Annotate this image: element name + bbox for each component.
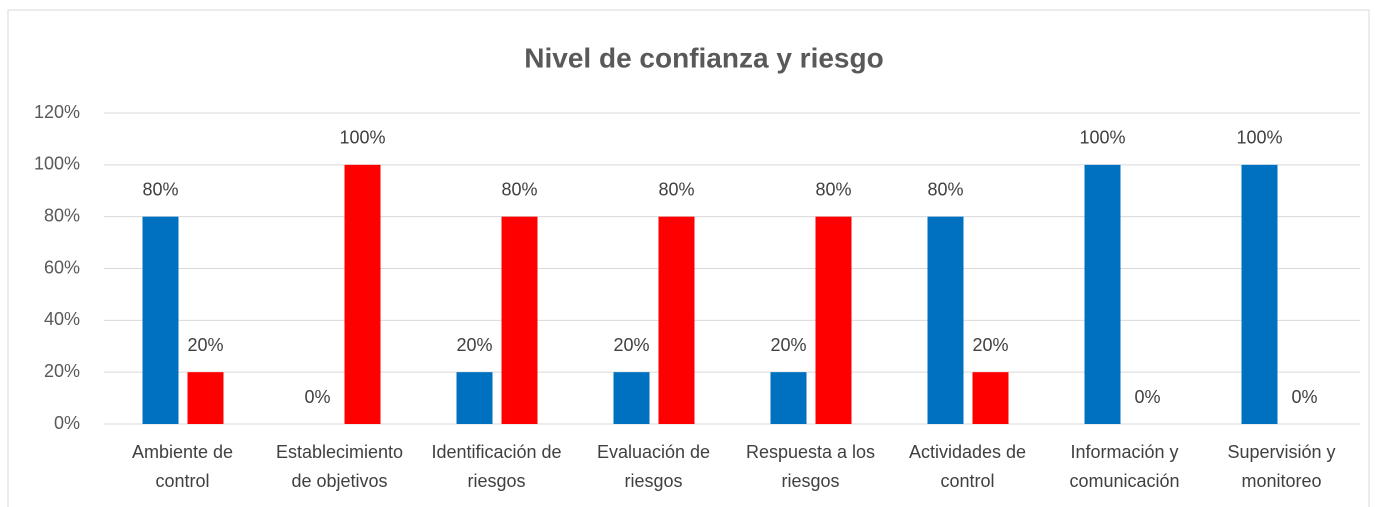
bar <box>344 164 381 425</box>
value-label: 20% <box>972 335 1008 355</box>
bar <box>142 216 179 424</box>
bar <box>972 372 1009 424</box>
value-label: 80% <box>501 179 537 199</box>
y-tick-label: 0% <box>54 413 80 433</box>
value-label: 80% <box>142 179 178 199</box>
x-tick-label: Información y comunicación <box>1069 442 1180 491</box>
value-label: 20% <box>613 335 649 355</box>
y-tick-label: 20% <box>44 361 80 381</box>
value-label: 0% <box>1134 387 1160 407</box>
value-label: 100% <box>1079 128 1125 148</box>
x-tick-label: Supervisión y monitoreo <box>1227 442 1336 491</box>
bar <box>927 216 964 424</box>
bar <box>770 372 807 424</box>
value-label: 80% <box>927 179 963 199</box>
bar <box>815 216 852 424</box>
value-label: 100% <box>1236 128 1282 148</box>
value-label: 0% <box>304 387 330 407</box>
x-tick-label: Evaluación de riesgos <box>596 442 711 491</box>
y-tick-label: 120% <box>34 102 80 122</box>
x-tick-label: Identificación de riesgos <box>431 442 562 491</box>
y-tick-label: 60% <box>44 257 80 277</box>
value-label: 80% <box>658 179 694 199</box>
y-tick-label: 40% <box>44 309 80 329</box>
bar <box>1084 164 1121 425</box>
value-label: 20% <box>187 335 223 355</box>
x-tick-label: Respuesta a los riesgos <box>745 442 876 491</box>
x-tick-label: Ambiente de control <box>131 442 234 491</box>
value-label: 100% <box>339 128 385 148</box>
bar <box>1241 164 1278 425</box>
y-tick-label: 80% <box>44 205 80 225</box>
bar <box>658 216 695 424</box>
bar <box>613 372 650 424</box>
bar <box>187 372 224 424</box>
value-label: 0% <box>1291 387 1317 407</box>
bar <box>456 372 493 424</box>
value-label: 80% <box>815 179 851 199</box>
chart-title: Nivel de confianza y riesgo <box>524 42 883 73</box>
value-label: 20% <box>770 335 806 355</box>
x-tick-label: Actividades de control <box>908 442 1027 491</box>
bar <box>501 216 538 424</box>
y-tick-label: 100% <box>34 154 80 174</box>
value-label: 20% <box>456 335 492 355</box>
x-tick-label: Establecimiento de objetivos <box>275 442 404 491</box>
